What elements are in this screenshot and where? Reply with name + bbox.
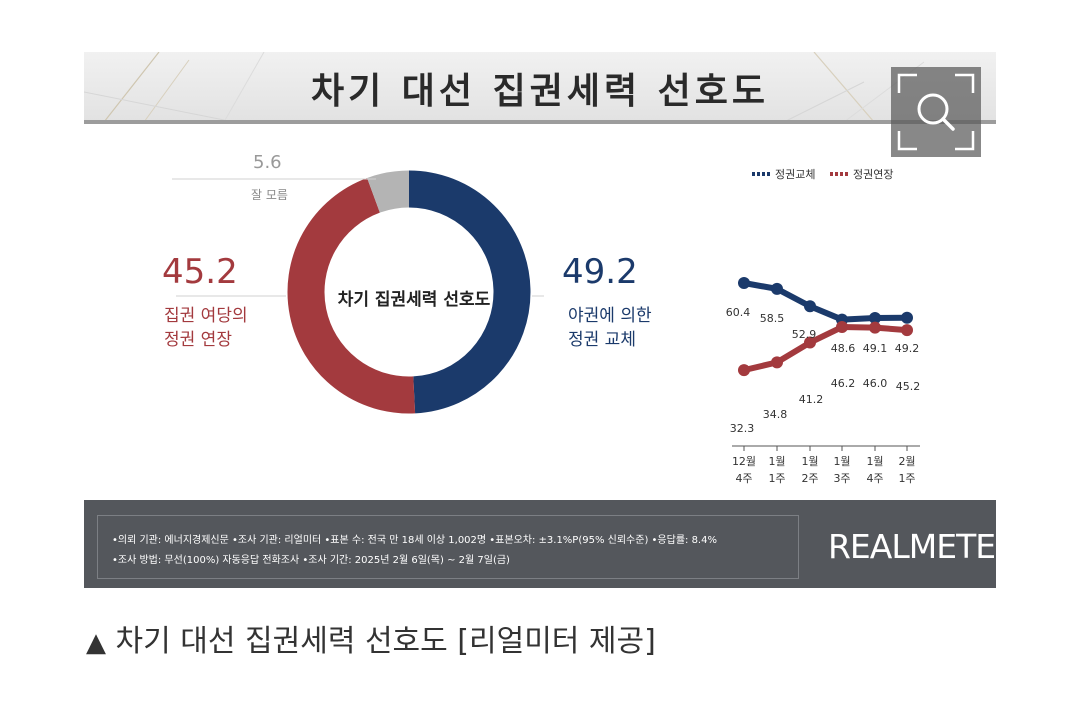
point-extension-0 [738,364,750,376]
caption-text: 차기 대선 집권세력 선호도 [리얼미터 제공] [116,624,656,659]
zoom-button[interactable] [891,67,981,157]
data-label-extension-0: 32.3 [730,422,755,435]
slice-value-extension: 45.2 [162,252,238,292]
point-change-5 [901,312,913,324]
data-label-change-0: 60.4 [726,306,751,319]
survey-footer: •의뢰 기관: 에너지경제신문 •조사 기관: 리얼미터 •표본 수: 전국 만… [84,500,996,588]
data-label-extension-5: 45.2 [896,380,921,393]
magnifier-icon [891,67,981,157]
slice-label-extension-2: 정권 연장 [164,325,232,350]
trend-line-chart: 정권교체 정권연장 60.4 58.5 52.9 48.6 49.1 49.2 32.3 34.8… [714,152,996,492]
donut-center-label: 차기 집권세력 선호도 [324,285,504,310]
data-label-change-4: 49.1 [863,342,888,355]
data-label-extension-4: 46.0 [863,377,888,390]
point-change-0 [738,277,750,289]
legend-item-change: 정권교체 [752,168,815,181]
x-tick-label-month-3: 1월 [833,455,850,468]
x-tick-label-week-4: 4주 [866,472,883,485]
data-label-change-5: 49.2 [895,342,920,355]
x-tick-label-week-5: 1주 [898,472,915,485]
x-tick-label-week-2: 2주 [801,472,818,485]
slice-label-change-2: 정권 교체 [568,325,636,350]
x-tick-label-month-1: 1월 [768,455,785,468]
survey-info-box: •의뢰 기관: 에너지경제신문 •조사 기관: 리얼미터 •표본 수: 전국 만… [97,515,799,579]
slice-dont-know [374,189,409,195]
donut-chart [84,52,544,500]
x-tick-label-month-2: 1월 [801,455,818,468]
slice-label-change-1: 야권에 의한 [568,301,652,326]
data-label-extension-3: 46.2 [831,377,856,390]
slice-value-dontknow: 5.6 [253,152,282,173]
data-label-change-2: 52.9 [792,328,817,341]
point-change-1 [771,283,783,295]
x-tick-label-month-5: 2월 [898,455,915,468]
data-label-change-1: 58.5 [760,312,785,325]
x-tick-label-month-0: 12월 [732,455,756,468]
point-change-2 [804,300,816,312]
point-extension-4 [869,322,881,334]
point-extension-5 [901,324,913,336]
x-tick-label-week-3: 3주 [833,472,850,485]
survey-info-line1: •의뢰 기관: 에너지경제신문 •조사 기관: 리얼미터 •표본 수: 전국 만… [112,531,717,546]
data-label-extension-2: 41.2 [799,393,824,406]
realmeter-logo: REALMETER [828,527,996,566]
x-tick-label-week-1: 1주 [768,472,785,485]
data-label-extension-1: 34.8 [763,408,788,421]
legend-item-extension: 정권연장 [830,168,893,181]
x-tick-label-month-4: 1월 [866,455,883,468]
x-tick-label-week-0: 4주 [735,472,752,485]
point-extension-3 [836,321,848,333]
survey-info-line2: •조사 방법: 무선(100%) 자동응답 전화조사 •조사 기간: 2025년… [112,551,510,566]
data-label-change-3: 48.6 [831,342,856,355]
infographic-card: 차기 대선 집권세력 선호도 5.6 잘 모름 45.2 집권 여당의 정권 연… [84,52,996,588]
point-extension-1 [771,356,783,368]
slice-label-extension-1: 집권 여당의 [164,301,248,326]
slice-value-change: 49.2 [562,252,638,292]
svg-text:정권교체: 정권교체 [775,168,815,181]
svg-text:정권연장: 정권연장 [853,168,893,181]
slice-label-dontknow: 잘 모름 [251,186,288,203]
triangle-icon: ▲ [86,628,106,658]
image-caption: ▲ 차기 대선 집권세력 선호도 [리얼미터 제공] [86,616,656,660]
